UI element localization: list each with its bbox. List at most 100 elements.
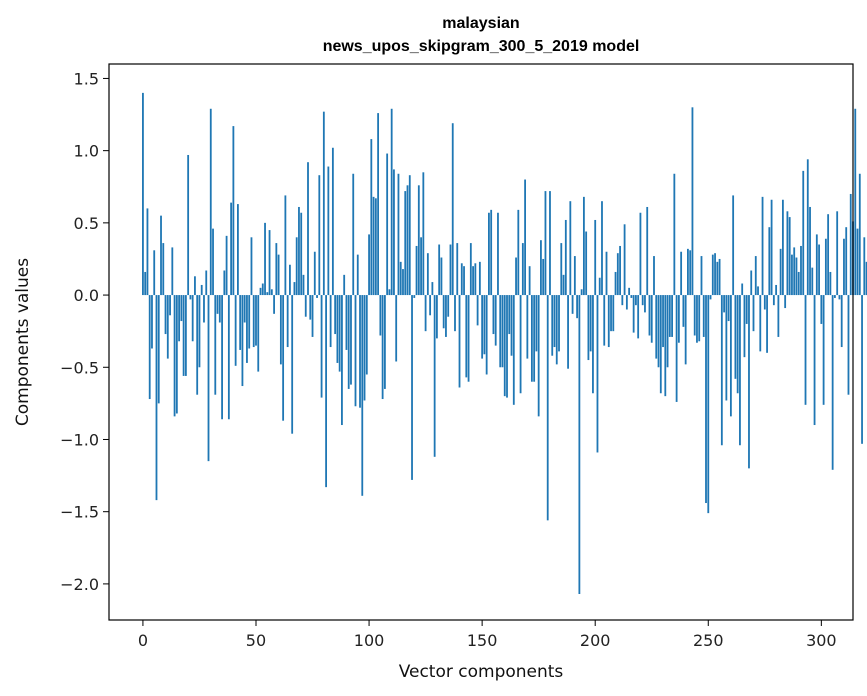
- bar: [818, 244, 820, 296]
- bar: [413, 295, 416, 298]
- bar: [329, 295, 332, 348]
- bar: [318, 175, 321, 296]
- bar: [861, 295, 863, 444]
- bar: [402, 269, 404, 296]
- bar: [454, 295, 456, 332]
- y-tick-label: 0.5: [74, 214, 99, 233]
- bar: [847, 295, 850, 395]
- bar: [322, 111, 325, 296]
- bar: [711, 254, 714, 296]
- bar: [164, 295, 167, 335]
- bar: [662, 295, 664, 348]
- bar: [415, 245, 418, 296]
- bar: [175, 295, 178, 414]
- bar: [171, 247, 174, 296]
- bar: [169, 295, 171, 316]
- bar: [194, 276, 196, 296]
- bar: [802, 170, 805, 296]
- bar: [268, 230, 271, 296]
- bar: [424, 295, 427, 332]
- bar: [718, 258, 721, 296]
- bar: [829, 271, 832, 296]
- bar: [709, 295, 712, 300]
- bar: [483, 295, 486, 355]
- bar: [671, 295, 673, 337]
- bar: [736, 295, 739, 394]
- bar: [562, 274, 565, 296]
- bar: [386, 153, 389, 296]
- bar: [336, 295, 339, 363]
- bar: [761, 196, 764, 296]
- bar: [827, 214, 830, 296]
- y-tick-label: −2.0: [60, 575, 99, 594]
- bar: [754, 256, 757, 296]
- bar: [648, 295, 651, 336]
- bar: [729, 295, 732, 417]
- bar: [246, 295, 248, 363]
- bar: [720, 295, 723, 446]
- bar: [442, 295, 445, 329]
- bar: [187, 154, 190, 296]
- bar: [178, 295, 181, 342]
- bar: [298, 206, 300, 296]
- bar: [212, 228, 214, 296]
- bar: [463, 266, 465, 296]
- bar: [506, 295, 508, 398]
- bar: [277, 254, 280, 296]
- bar: [148, 295, 151, 400]
- bar: [361, 295, 364, 496]
- bar: [582, 196, 585, 296]
- x-axis-label: Vector components: [399, 662, 564, 682]
- bar: [293, 282, 296, 296]
- bar: [528, 266, 531, 296]
- x-tick-label: 250: [693, 631, 724, 650]
- bar: [576, 295, 579, 319]
- bar: [567, 295, 569, 369]
- bar: [347, 295, 350, 389]
- bar: [689, 250, 692, 296]
- bar: [225, 235, 228, 296]
- bar: [474, 263, 477, 296]
- bar: [508, 295, 511, 335]
- bar: [286, 295, 289, 348]
- bar: [834, 295, 836, 298]
- bar: [630, 295, 633, 298]
- bar: [537, 295, 540, 417]
- bar: [621, 295, 624, 306]
- bar: [815, 234, 818, 296]
- bar: [707, 295, 710, 514]
- bar: [451, 123, 454, 296]
- bar: [411, 295, 413, 480]
- bar: [273, 295, 275, 314]
- x-tick-label: 150: [467, 631, 498, 650]
- bar: [612, 295, 615, 332]
- bar: [295, 237, 298, 296]
- bar: [677, 295, 680, 343]
- bar: [142, 92, 144, 296]
- bar: [485, 295, 488, 375]
- bar: [682, 295, 685, 327]
- bar: [383, 295, 386, 389]
- bar: [564, 219, 567, 296]
- bar: [592, 295, 594, 394]
- bar: [668, 295, 671, 337]
- bar: [555, 295, 558, 365]
- bar: [614, 271, 617, 296]
- bar: [191, 295, 194, 342]
- bar: [580, 289, 583, 296]
- bar: [227, 295, 230, 420]
- bar: [530, 295, 533, 382]
- bar: [354, 295, 357, 407]
- bar: [433, 295, 436, 457]
- bar: [390, 108, 393, 296]
- bar: [184, 295, 187, 376]
- bar: [214, 295, 217, 395]
- bar: [714, 253, 716, 296]
- bar: [573, 256, 576, 296]
- bar: [207, 295, 210, 462]
- bar: [732, 195, 735, 296]
- bar: [560, 243, 563, 296]
- bar: [544, 191, 547, 296]
- bar: [693, 295, 696, 336]
